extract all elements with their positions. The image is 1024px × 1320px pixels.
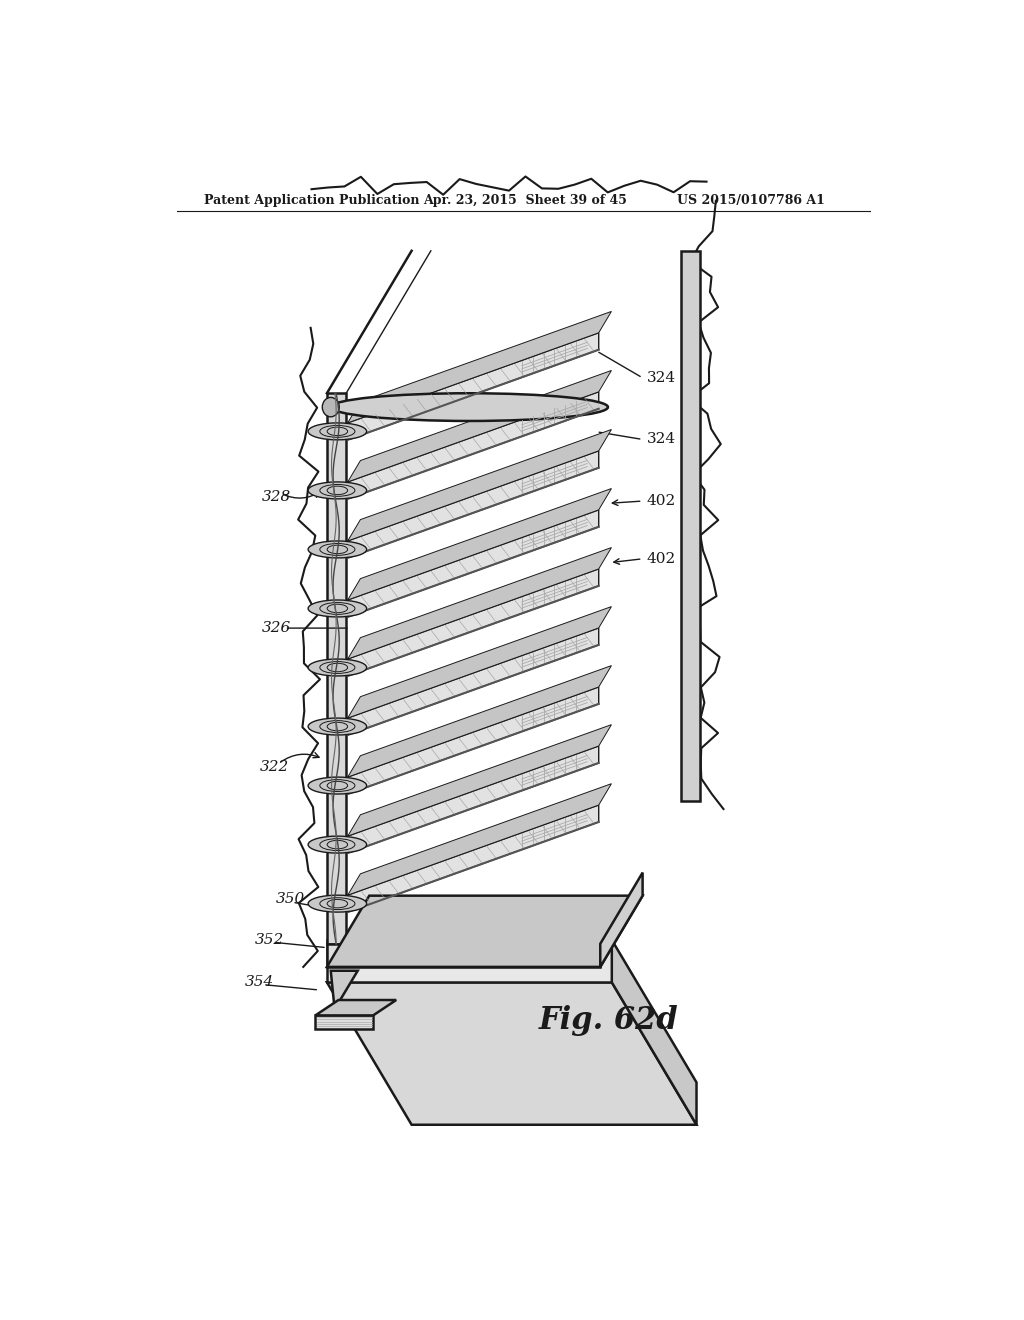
- Ellipse shape: [308, 718, 367, 735]
- Polygon shape: [611, 940, 696, 1125]
- Text: 354: 354: [245, 975, 273, 989]
- Text: 326: 326: [261, 622, 291, 635]
- Ellipse shape: [308, 601, 367, 616]
- Polygon shape: [348, 784, 611, 895]
- Polygon shape: [327, 982, 696, 1125]
- Polygon shape: [348, 488, 611, 601]
- Polygon shape: [315, 1001, 396, 1015]
- Polygon shape: [348, 429, 611, 541]
- Polygon shape: [327, 393, 346, 944]
- Polygon shape: [348, 805, 599, 912]
- Polygon shape: [327, 940, 611, 982]
- Ellipse shape: [308, 482, 367, 499]
- Polygon shape: [348, 548, 611, 659]
- Text: 328: 328: [261, 490, 291, 504]
- Ellipse shape: [308, 836, 367, 853]
- Polygon shape: [600, 873, 643, 966]
- Polygon shape: [348, 312, 611, 422]
- Polygon shape: [681, 251, 700, 801]
- Polygon shape: [348, 569, 599, 676]
- Text: 324: 324: [646, 371, 676, 385]
- Polygon shape: [315, 1015, 373, 1030]
- Ellipse shape: [308, 541, 367, 558]
- Polygon shape: [348, 371, 611, 482]
- Text: US 2015/0107786 A1: US 2015/0107786 A1: [677, 194, 825, 207]
- Text: 402: 402: [646, 552, 676, 566]
- Ellipse shape: [308, 895, 367, 912]
- Ellipse shape: [331, 393, 608, 421]
- Polygon shape: [348, 333, 599, 440]
- Text: 322: 322: [260, 760, 289, 774]
- Polygon shape: [331, 970, 357, 1010]
- Ellipse shape: [308, 659, 367, 676]
- Text: Apr. 23, 2015  Sheet 39 of 45: Apr. 23, 2015 Sheet 39 of 45: [423, 194, 627, 207]
- Text: 352: 352: [255, 933, 285, 946]
- Text: Patent Application Publication: Patent Application Publication: [204, 194, 419, 207]
- Polygon shape: [348, 746, 599, 853]
- Polygon shape: [348, 686, 599, 795]
- Text: 324: 324: [646, 433, 676, 446]
- Polygon shape: [348, 607, 611, 718]
- Ellipse shape: [308, 777, 367, 795]
- Ellipse shape: [323, 397, 339, 417]
- Text: 350: 350: [275, 892, 304, 906]
- Polygon shape: [348, 628, 599, 735]
- Polygon shape: [327, 896, 643, 966]
- Polygon shape: [348, 665, 611, 777]
- Polygon shape: [348, 392, 599, 499]
- Ellipse shape: [308, 422, 367, 440]
- Polygon shape: [348, 510, 599, 616]
- Text: Fig. 62d: Fig. 62d: [539, 1006, 679, 1036]
- Polygon shape: [348, 451, 599, 558]
- Polygon shape: [348, 725, 611, 836]
- Text: 402: 402: [646, 494, 676, 508]
- Polygon shape: [327, 944, 600, 966]
